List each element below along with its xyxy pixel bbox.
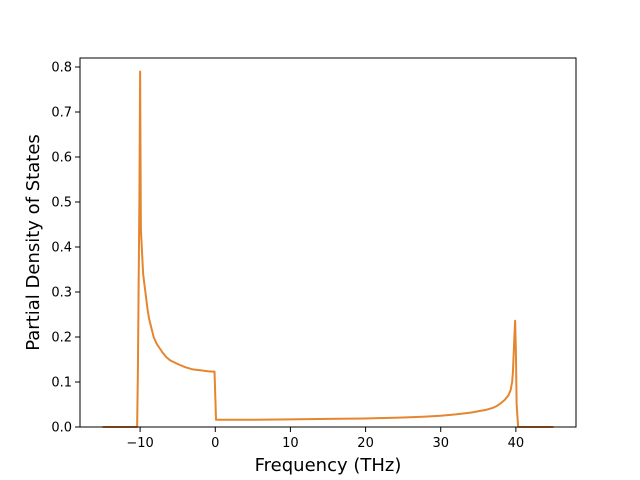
x-axis-ticks: −10 0 10 20 30 40: [126, 427, 524, 451]
y-tick-label: 0.6: [51, 151, 72, 166]
x-axis-label: Frequency (THz): [255, 455, 402, 476]
y-tick-label: 0.5: [51, 196, 72, 211]
x-tick-label: −10: [126, 436, 153, 451]
x-tick-label: 30: [432, 436, 449, 451]
y-tick-label: 0.8: [51, 61, 72, 76]
plot-series: [102, 70, 554, 428]
x-tick-label: 0: [211, 436, 219, 451]
y-axis-label: Partial Density of States: [23, 134, 44, 351]
plot-frame: [79, 57, 577, 428]
x-tick-label: 40: [508, 436, 525, 451]
y-tick-label: 0.7: [51, 106, 72, 121]
x-tick-label: 10: [282, 436, 299, 451]
y-tick-label: 0.1: [51, 376, 72, 391]
series-line: [102, 70, 554, 428]
y-axis-ticks: 0.0 0.1 0.2 0.3 0.4 0.5 0.6 0.7 0.8: [51, 61, 80, 436]
y-tick-label: 0.2: [51, 331, 72, 346]
y-tick-label: 0.4: [51, 241, 72, 256]
y-tick-label: 0.0: [51, 421, 72, 436]
y-tick-label: 0.3: [51, 286, 72, 301]
x-tick-label: 20: [357, 436, 374, 451]
